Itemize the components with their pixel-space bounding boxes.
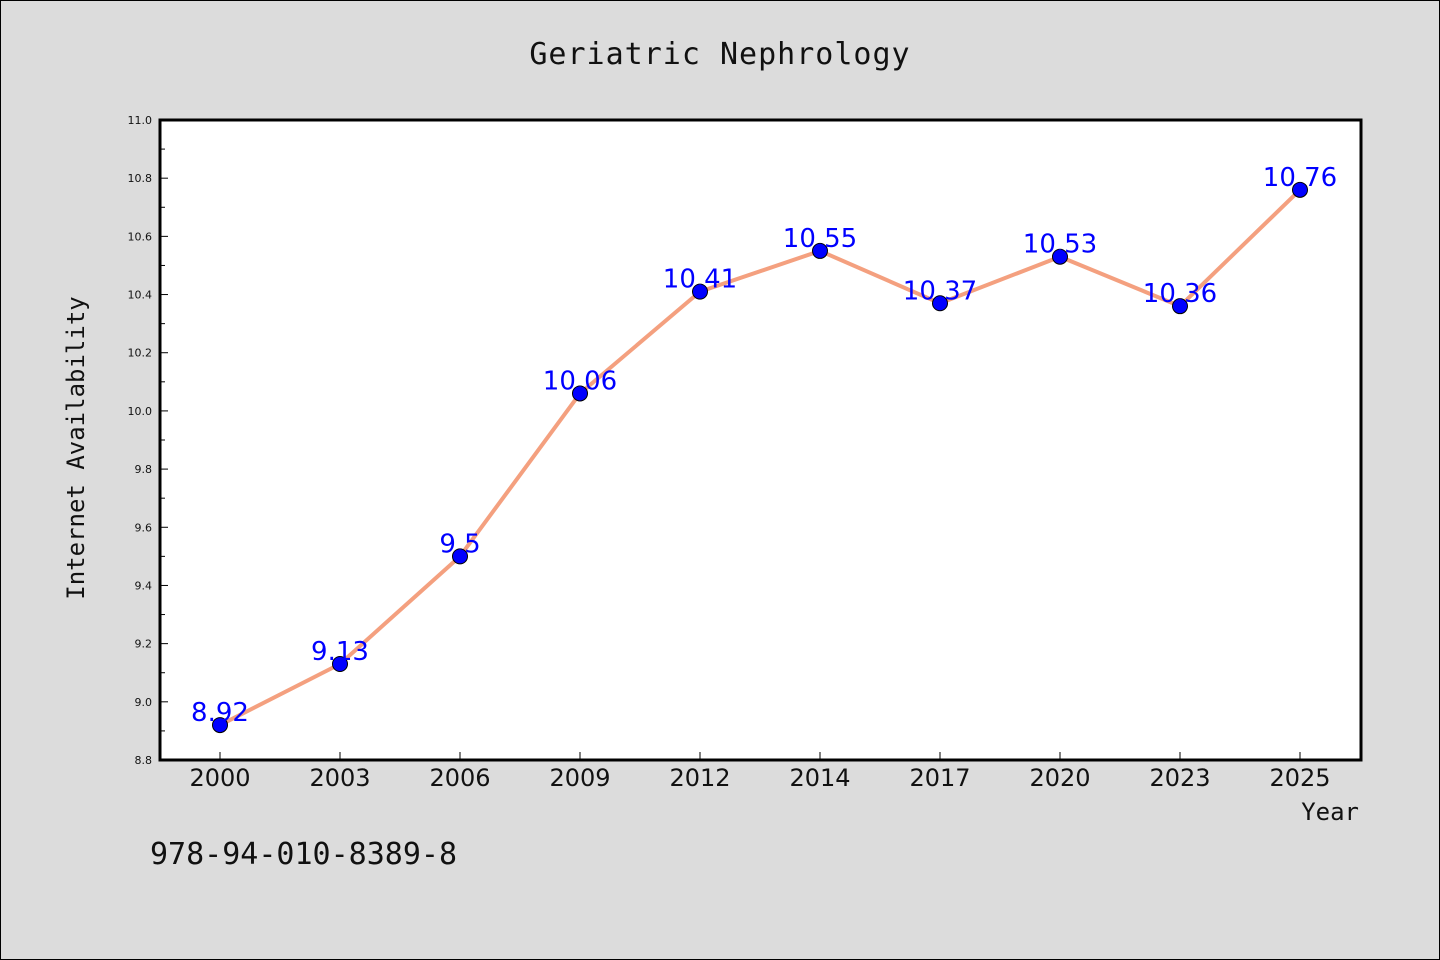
data-point bbox=[1172, 298, 1188, 315]
data-label: 10.53 bbox=[1023, 230, 1097, 260]
x-tick-label: 2025 bbox=[1269, 764, 1330, 792]
x-tick-label: 2000 bbox=[189, 764, 250, 792]
y-tick-label: 11.0 bbox=[128, 114, 153, 127]
data-point bbox=[812, 242, 828, 259]
data-point bbox=[572, 385, 588, 402]
y-tick-label: 10.0 bbox=[128, 405, 153, 418]
series-line bbox=[219, 188, 1302, 727]
plot-area bbox=[158, 118, 1363, 762]
y-tick-label: 10.2 bbox=[128, 347, 153, 360]
y-tick-label: 10.6 bbox=[128, 230, 153, 243]
data-label: 10.06 bbox=[543, 366, 617, 396]
y-tick-label: 9.2 bbox=[135, 638, 153, 651]
y-tick-label: 9.6 bbox=[135, 521, 153, 534]
data-label: 8.92 bbox=[191, 698, 249, 728]
x-tick-label: 2023 bbox=[1149, 764, 1210, 792]
data-point bbox=[1292, 181, 1308, 198]
y-tick-label: 10.4 bbox=[128, 289, 153, 302]
x-tick-label: 2012 bbox=[669, 764, 730, 792]
data-label: 9.5 bbox=[439, 529, 480, 559]
x-tick-label: 2006 bbox=[429, 764, 490, 792]
data-label: 10.36 bbox=[1143, 279, 1217, 309]
data-point bbox=[212, 717, 228, 734]
x-axis: 2000 2003 2006 2009 2012 2014 2017 2020 2023 2025 bbox=[189, 752, 1331, 792]
data-label: 10.37 bbox=[903, 276, 977, 306]
y-tick-label: 9.0 bbox=[135, 696, 153, 709]
y-axis: 8.8 9.0 9.2 9.4 9.6 9.8 10.0 10.2 10.4 10.6 10.8 11… bbox=[128, 114, 168, 767]
data-label: 10.55 bbox=[783, 224, 857, 254]
x-tick-label: 2020 bbox=[1029, 764, 1090, 792]
y-tick-label: 10.8 bbox=[128, 172, 153, 185]
y-tick-label: 8.8 bbox=[135, 754, 153, 767]
data-label: 10.41 bbox=[663, 265, 737, 295]
x-tick-label: 2009 bbox=[549, 764, 610, 792]
data-point bbox=[692, 283, 708, 300]
y-tick-label: 9.4 bbox=[135, 579, 153, 592]
x-tick-label: 2017 bbox=[909, 764, 970, 792]
chart-title: Geriatric Nephrology bbox=[529, 37, 910, 72]
data-label: 9.13 bbox=[311, 637, 369, 667]
data-point bbox=[452, 548, 468, 565]
data-point bbox=[1052, 248, 1068, 265]
data-labels: 8.92 9.13 9.5 10.06 10.41 10.55 10.37 10.53 10.3… bbox=[191, 163, 1337, 728]
data-label: 10.76 bbox=[1263, 163, 1337, 193]
y-tick-label: 9.8 bbox=[135, 463, 153, 476]
x-tick-label: 2014 bbox=[789, 764, 850, 792]
x-tick-label: 2003 bbox=[309, 764, 370, 792]
y-axis-label: Internet Availability bbox=[62, 296, 90, 599]
x-axis-label: Year bbox=[1301, 798, 1359, 826]
data-series bbox=[212, 181, 1308, 734]
footer-isbn: 978-94-010-8389-8 bbox=[150, 837, 457, 872]
data-point bbox=[332, 656, 348, 672]
data-point bbox=[932, 295, 948, 312]
